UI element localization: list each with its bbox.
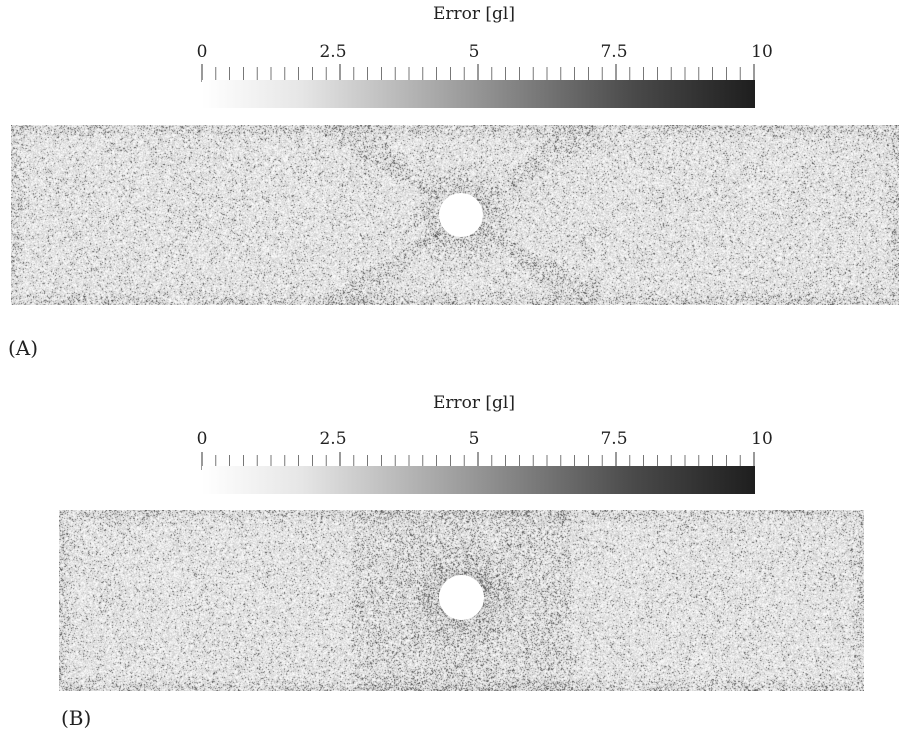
colorbar-tick-label: 0: [196, 429, 208, 449]
colorbar-tick-label: 7.5: [600, 429, 628, 449]
specimen-hole: [439, 193, 483, 237]
colorbar-tick-label: 0: [196, 42, 208, 62]
colorbar-title: Error [gl]: [432, 4, 515, 24]
panel-label: (B): [61, 706, 92, 730]
colorbar-title: Error [gl]: [432, 393, 515, 413]
colorbar-gradient: [202, 80, 755, 108]
colorbar-tick-label: 5: [468, 429, 480, 449]
colorbar-tick-label: 5: [468, 42, 480, 62]
colorbar-tick-label: 10: [751, 42, 773, 62]
panel-a: Error [gl] 0 2.5 5 7.5 10 (A): [8, 4, 899, 360]
colorbar-tick-label: 10: [751, 429, 773, 449]
colorbar-gradient: [202, 466, 755, 494]
panel-label: (A): [8, 336, 39, 360]
colorbar-tick-label: 7.5: [600, 42, 628, 62]
colorbar-tick-label: 2.5: [319, 42, 347, 62]
colorbar-tick-label: 2.5: [319, 429, 347, 449]
specimen-hole: [439, 575, 484, 620]
panel-b: Error [gl] 0 2.5 5 7.5 10 (B): [0, 380, 899, 744]
colorbar-ticks: [201, 64, 755, 82]
